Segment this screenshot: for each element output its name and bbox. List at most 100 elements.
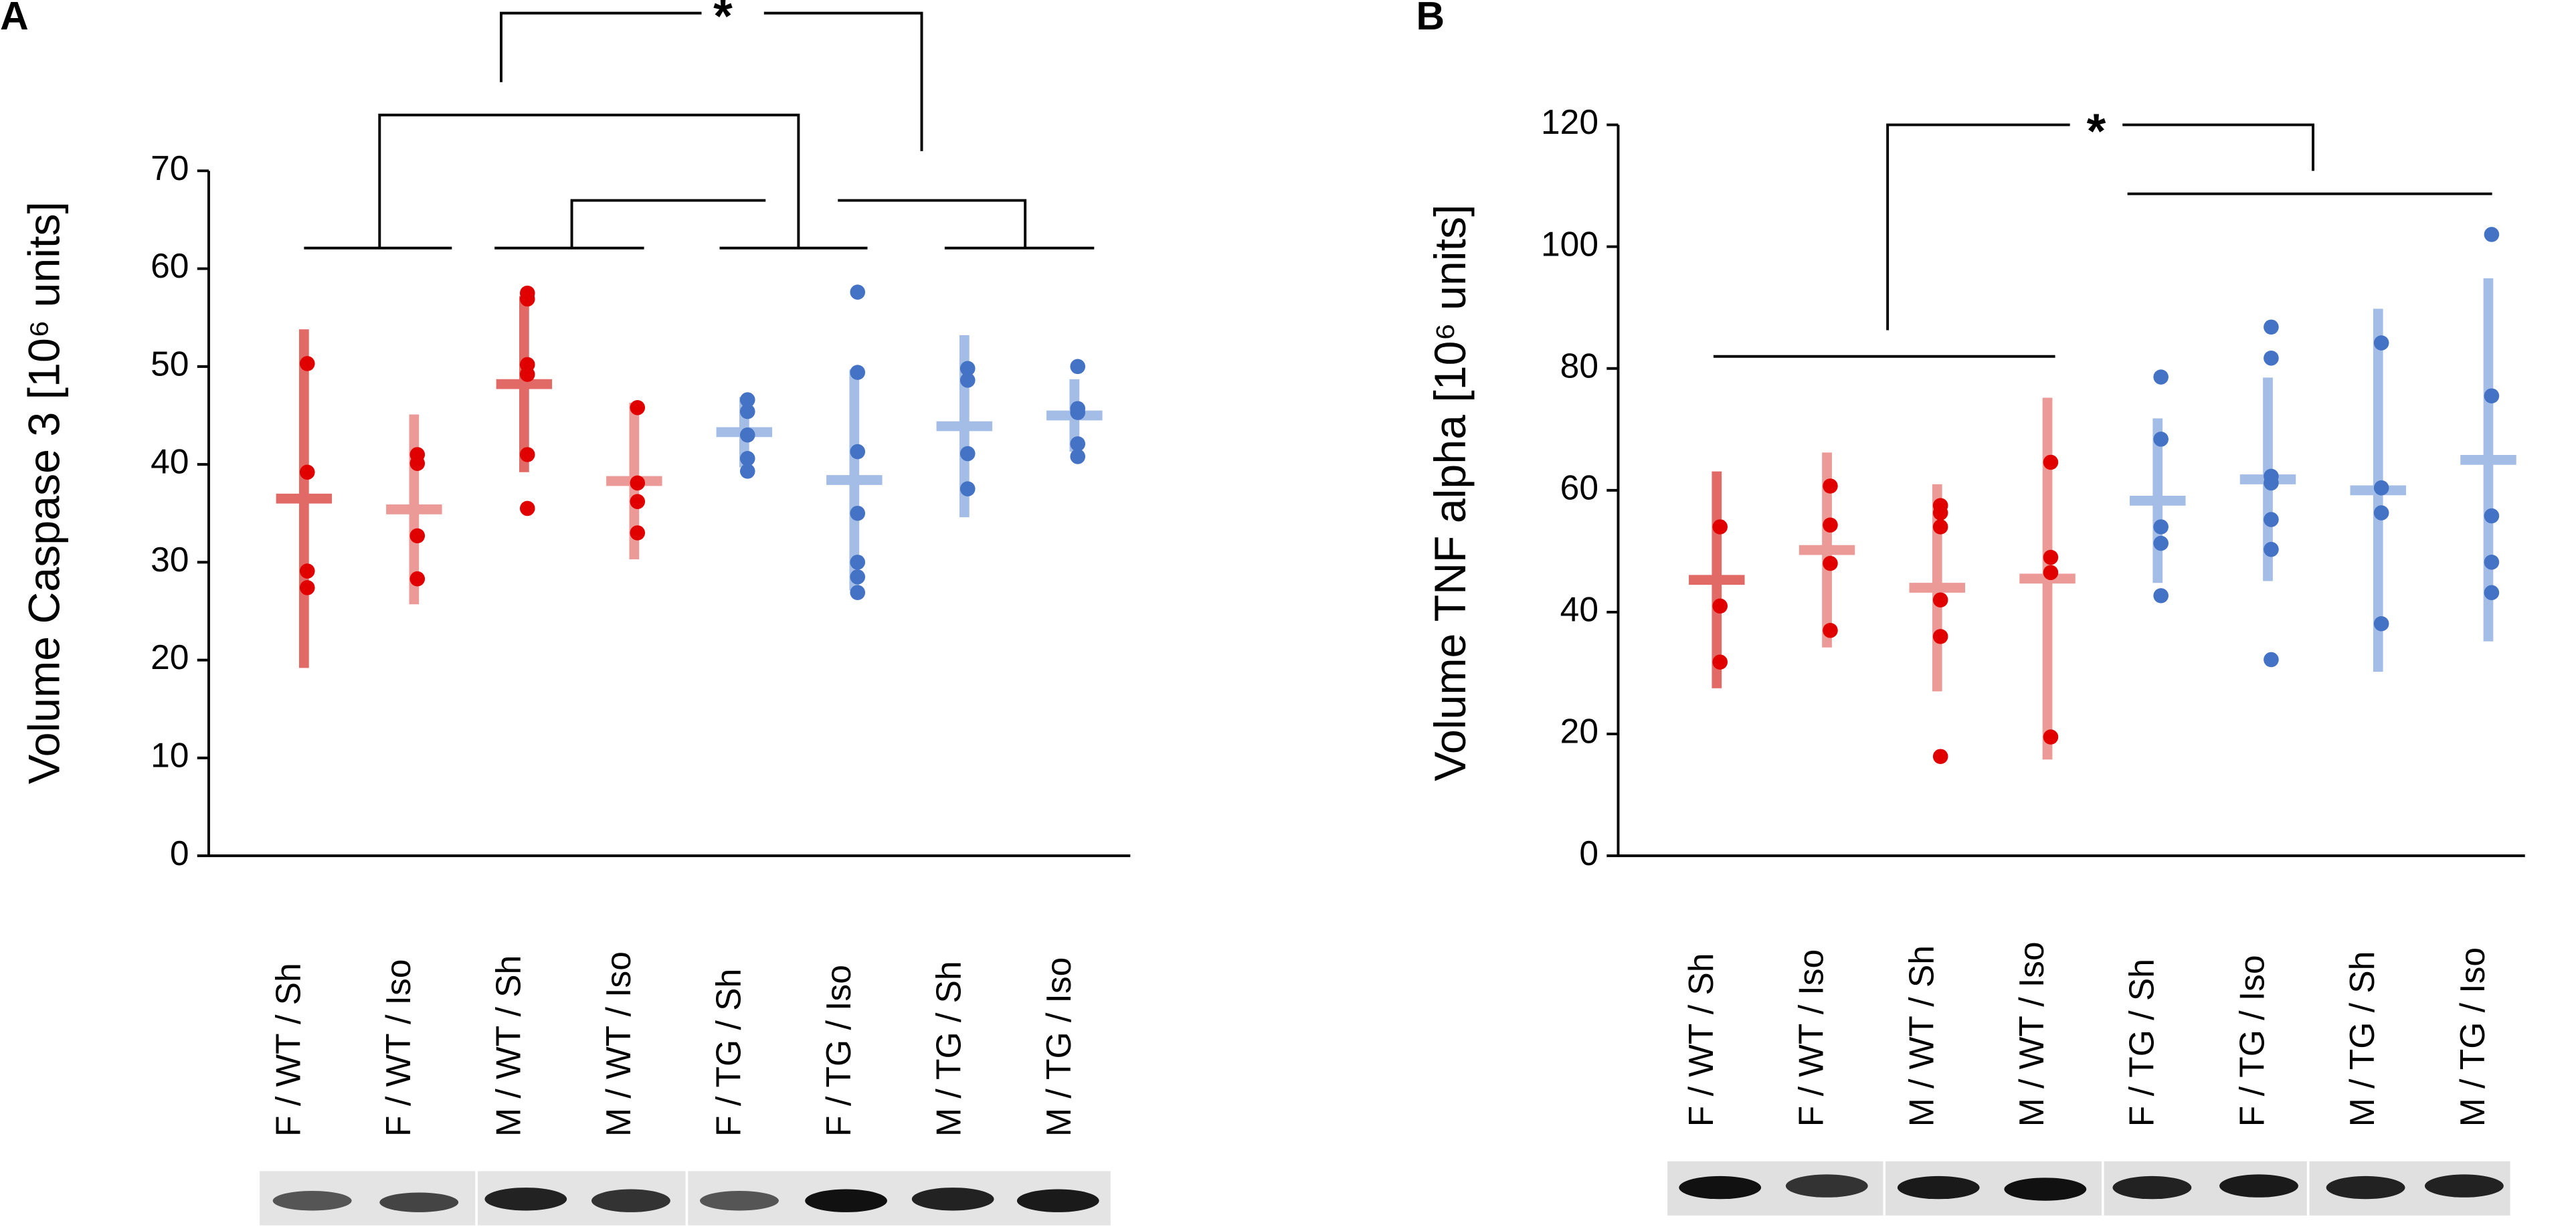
- x-tick-label: F / TG / Sh: [709, 969, 747, 1137]
- data-point: [959, 373, 976, 388]
- x-tick-label: F / WT / Sh: [1681, 953, 1720, 1127]
- data-point: [2043, 729, 2059, 745]
- brackets-b: [1713, 123, 2492, 358]
- data-point: [299, 464, 315, 480]
- y-tick-label: 120: [1541, 102, 1598, 141]
- data-point: [850, 569, 866, 585]
- data-point: [1070, 405, 1086, 420]
- data-point: [2153, 369, 2169, 385]
- significance-star: *: [713, 0, 733, 43]
- x-tick-label: F / TG / Iso: [2232, 955, 2271, 1127]
- significance-star: *: [2087, 103, 2106, 159]
- x-tick-label: M / WT / Iso: [2012, 941, 2051, 1127]
- x-tick-label: M / TG / Sh: [2342, 951, 2381, 1127]
- y-tick-label: 10: [151, 736, 189, 775]
- data-point: [409, 571, 426, 587]
- brackets-a: [304, 11, 1095, 250]
- data-point: [299, 580, 315, 595]
- data-point: [739, 464, 755, 479]
- data-point: [850, 585, 866, 600]
- data-point: [2484, 227, 2500, 242]
- data-point: [409, 456, 426, 471]
- data-point: [1823, 555, 1838, 571]
- data-point: [1070, 359, 1086, 375]
- x-tick-label: F / WT / Iso: [379, 959, 418, 1137]
- data-point: [630, 525, 646, 541]
- y-tick-label: 50: [151, 344, 189, 383]
- data-point: [2264, 351, 2279, 366]
- data-point: [2264, 319, 2279, 335]
- data-point: [850, 365, 866, 380]
- data-point: [2153, 432, 2169, 447]
- data-point: [1823, 622, 1838, 638]
- data-point: [519, 367, 535, 382]
- data-point: [850, 444, 866, 460]
- data-point: [2264, 512, 2279, 527]
- data-point: [1712, 598, 1728, 614]
- data-point: [739, 403, 755, 419]
- data-point: [2043, 454, 2059, 470]
- data-point: [2484, 555, 2500, 570]
- data-point: [1932, 519, 1948, 535]
- data-point: [2153, 535, 2169, 551]
- panel-label: B: [1416, 0, 1445, 38]
- data-point: [1932, 629, 1948, 644]
- y-tick-label: 80: [1560, 346, 1598, 385]
- data-point: [739, 427, 755, 443]
- y-tick-label: 40: [151, 442, 189, 481]
- y-tick-label: 20: [151, 638, 189, 676]
- data-point: [850, 505, 866, 521]
- data-point: [959, 361, 976, 377]
- panel-label: A: [0, 0, 29, 38]
- data-point: [2264, 475, 2279, 491]
- data-point: [630, 399, 646, 415]
- y-tick-label: 60: [1560, 468, 1598, 506]
- data-point: [1070, 449, 1086, 464]
- x-tick-label: F / TG / Sh: [2122, 959, 2161, 1127]
- data-point: [1070, 436, 1086, 452]
- data-point: [2043, 549, 2059, 565]
- data-point: [1823, 517, 1838, 533]
- data-point: [2484, 508, 2500, 524]
- data-point: [2484, 388, 2500, 404]
- x-tick-label: M / WT / Iso: [599, 951, 638, 1137]
- data-point: [1932, 592, 1948, 608]
- data-point: [850, 284, 866, 300]
- data-point: [2264, 541, 2279, 557]
- y-tick-label: 40: [1560, 590, 1598, 629]
- data-point: [1932, 505, 1948, 521]
- data-point: [630, 494, 646, 509]
- data-point: [519, 291, 535, 307]
- data-point: [2264, 652, 2279, 668]
- y-tick-label: 0: [170, 834, 189, 872]
- y-axis-label: Volume TNF alpha [10⁶ units]: [1426, 204, 1475, 781]
- data-point: [959, 446, 976, 462]
- x-tick-label: M / TG / Iso: [1039, 957, 1078, 1137]
- y-axis-label: Volume Caspase 3 [10⁶ units]: [20, 201, 70, 784]
- y-tick-label: 70: [151, 149, 189, 187]
- data-point: [1712, 654, 1728, 670]
- data-point: [2373, 335, 2389, 351]
- x-tick-label: M / WT / Sh: [488, 955, 527, 1137]
- y-tick-label: 100: [1541, 224, 1598, 263]
- x-tick-label: F / WT / Sh: [268, 963, 307, 1137]
- data-point: [739, 392, 755, 407]
- blot-b: [1667, 1161, 2510, 1216]
- data-point: [1712, 519, 1728, 535]
- y-tick-label: 0: [1579, 834, 1598, 872]
- data-point: [959, 481, 976, 496]
- data-point: [850, 555, 866, 570]
- data-point: [630, 475, 646, 491]
- data-point: [2484, 585, 2500, 601]
- y-tick-label: 30: [151, 540, 189, 579]
- data-point: [1932, 749, 1948, 765]
- data-point: [739, 451, 755, 466]
- data-point: [2373, 505, 2389, 521]
- blot-a: [260, 1171, 1111, 1226]
- data-point: [2373, 480, 2389, 496]
- data-point: [2043, 565, 2059, 581]
- x-tick-label: M / TG / Iso: [2453, 947, 2492, 1127]
- x-tick-label: F / WT / Iso: [1792, 949, 1831, 1127]
